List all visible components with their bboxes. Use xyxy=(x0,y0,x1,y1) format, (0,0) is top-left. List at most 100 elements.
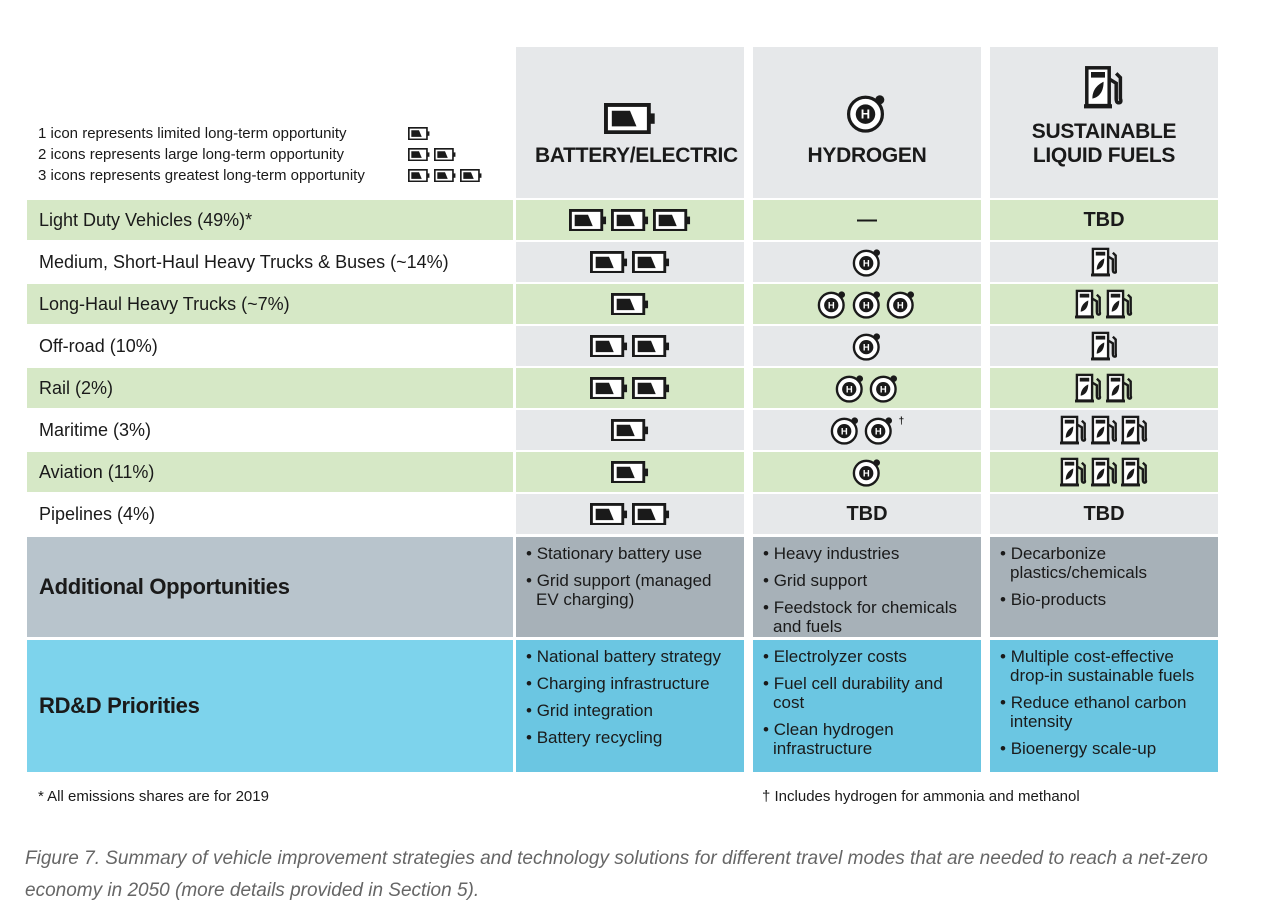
cell: — xyxy=(753,200,981,240)
bullet-item: Battery recycling xyxy=(526,728,738,747)
bullet-item: Heavy industries xyxy=(763,544,975,563)
fuel-icon xyxy=(1106,373,1133,403)
fuel-icon xyxy=(1121,457,1148,487)
cell-text: TBD xyxy=(1083,208,1125,231)
cell xyxy=(516,284,744,324)
bullet-item: Bio-products xyxy=(1000,590,1212,609)
svg-text:H: H xyxy=(863,300,870,311)
battery-icon xyxy=(611,460,649,484)
svg-text:H: H xyxy=(880,384,887,395)
footnote: † Includes hydrogen for ammonia and meth… xyxy=(762,788,1080,805)
bullet-item: Clean hydrogen infrastructure xyxy=(763,720,975,758)
column-header: H HYDROGEN xyxy=(753,47,981,198)
cell: TBD xyxy=(990,200,1218,240)
battery-icon xyxy=(434,168,456,183)
cell xyxy=(990,242,1218,282)
svg-text:H: H xyxy=(828,300,835,311)
icon-group xyxy=(1075,373,1133,403)
icon-group: H xyxy=(852,247,882,277)
cell xyxy=(990,368,1218,408)
battery-icon xyxy=(653,208,691,232)
fuel-icon xyxy=(1090,457,1118,487)
hydrogen-icon: H xyxy=(830,415,860,445)
legend-text: 3 icons represents greatest long-term op… xyxy=(38,167,365,184)
bullet-item: Feedstock for chemicals and fuels xyxy=(763,598,975,636)
row-label: Pipelines (4%) xyxy=(39,503,156,524)
icon-group xyxy=(590,334,670,358)
cell xyxy=(516,326,744,366)
battery-icon xyxy=(590,334,628,358)
cell: H H † xyxy=(753,410,981,450)
row-label: Off-road (10%) xyxy=(39,335,158,356)
row-label: Medium, Short-Haul Heavy Trucks & Buses … xyxy=(39,251,449,272)
cell: TBD xyxy=(753,494,981,534)
cell-text: TBD xyxy=(846,502,888,525)
hydrogen-icon: H xyxy=(852,247,882,277)
section-label: RD&D Priorities xyxy=(27,640,513,772)
column-header: SUSTAINABLE LIQUID FUELS xyxy=(990,47,1218,198)
fuel-icon xyxy=(1075,289,1102,319)
legend-item: 2 icons represents large long-term oppor… xyxy=(38,144,508,165)
cell xyxy=(516,368,744,408)
icon-group xyxy=(408,147,456,162)
section-cell: Electrolyzer costs Fuel cell durability a… xyxy=(753,640,981,772)
column-header: BATTERY/ELECTRIC xyxy=(516,47,744,198)
battery-icon xyxy=(632,376,670,400)
battery-icon xyxy=(590,376,628,400)
section-cell: Decarbonize plastics/chemicals Bio-produc… xyxy=(990,537,1218,637)
cell xyxy=(516,452,744,492)
bullet-item: Grid support (managed EV charging) xyxy=(526,571,738,609)
bullet-item: Charging infrastructure xyxy=(526,674,738,693)
icon-group xyxy=(408,126,430,141)
row-label: Rail (2%) xyxy=(27,368,513,408)
cell: TBD xyxy=(990,494,1218,534)
icon-group xyxy=(569,208,691,232)
hydrogen-icon: H xyxy=(852,457,882,487)
hydrogen-icon: H xyxy=(852,289,882,319)
bullet-item: Grid support xyxy=(763,571,975,590)
section-cell: Stationary battery use Grid support (mana… xyxy=(516,537,744,637)
battery-icon xyxy=(460,168,482,183)
icon-group xyxy=(611,292,649,316)
svg-text:H: H xyxy=(897,300,904,311)
icon-group xyxy=(590,502,670,526)
svg-text:H: H xyxy=(875,426,882,437)
bullet-item: Reduce ethanol carbon intensity xyxy=(1000,693,1212,731)
row-label: Long-Haul Heavy Trucks (~7%) xyxy=(27,284,513,324)
cell: H xyxy=(753,326,981,366)
caption: Figure 7. Summary of vehicle improvement… xyxy=(25,848,1208,901)
icon-group xyxy=(611,418,649,442)
battery-icon xyxy=(408,126,430,141)
bullet-item: Electrolyzer costs xyxy=(763,647,975,666)
icon-group: H xyxy=(852,331,882,361)
fuel-icon xyxy=(1090,415,1118,445)
legend-item: 3 icons represents greatest long-term op… xyxy=(38,165,508,186)
battery-icon xyxy=(590,502,628,526)
battery-icon xyxy=(434,147,456,162)
hydrogen-icon: H xyxy=(852,331,882,361)
battery-icon xyxy=(408,147,430,162)
fuel-icon xyxy=(1060,457,1087,487)
fuel-icon xyxy=(1106,289,1133,319)
cell xyxy=(990,410,1218,450)
header-text: HYDROGEN xyxy=(807,144,927,167)
fuel-icon xyxy=(1060,415,1087,445)
svg-text:H: H xyxy=(861,107,870,122)
cell-text: — xyxy=(857,208,877,231)
bullet-item: Stationary battery use xyxy=(526,544,738,563)
section-cell: National battery strategy Charging infras… xyxy=(516,640,744,772)
section-label: Additional Opportunities xyxy=(27,537,513,637)
bullet-list: Multiple cost-effective drop-in sustaina… xyxy=(1000,647,1212,758)
hydrogen-icon: H xyxy=(869,373,899,403)
section-cell: Heavy industries Grid support Feedstock fo… xyxy=(753,537,981,637)
bullet-item: Bioenergy scale-up xyxy=(1000,739,1212,758)
icon-group xyxy=(1060,415,1148,445)
svg-text:H: H xyxy=(845,384,852,395)
header-icon xyxy=(604,102,656,134)
header-text: SUSTAINABLE LIQUID FUELS xyxy=(1031,120,1177,167)
bullet-item: Fuel cell durability and cost xyxy=(763,674,975,712)
legend-text: 1 icon represents limited long-term oppo… xyxy=(38,125,347,142)
